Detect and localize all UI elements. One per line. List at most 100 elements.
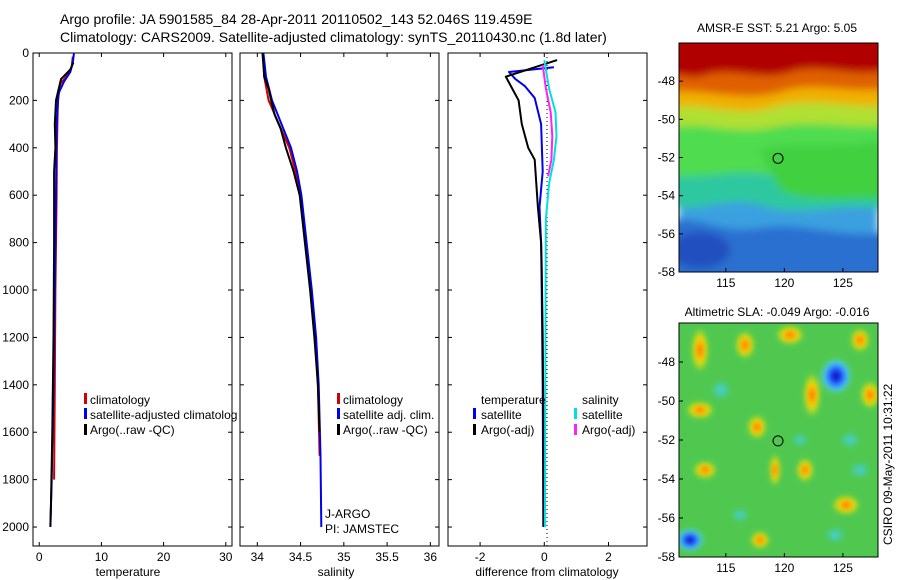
legend-swatch-argo xyxy=(337,424,340,435)
salinity-y-ticks xyxy=(240,52,439,528)
x-tick-label: 36 xyxy=(424,550,438,564)
salinity-xlabel: salinity xyxy=(318,565,355,579)
y-tick-label: 1600 xyxy=(2,425,29,439)
series-salinity-satellite xyxy=(543,59,558,528)
map-y-tick-label: -54 xyxy=(658,472,676,486)
float-position-marker xyxy=(772,152,784,164)
map-y-tick-label: -52 xyxy=(658,151,676,165)
y-tick-label: 2000 xyxy=(2,520,29,534)
x-tick-label: 35 xyxy=(337,550,351,564)
difference-lines xyxy=(504,59,558,528)
legend-swatch-sal-argo xyxy=(574,424,577,435)
temperature-lines xyxy=(49,52,75,528)
y-tick-label: 400 xyxy=(9,141,29,155)
x-tick-label: 2 xyxy=(605,550,612,564)
legend-swatch-argo xyxy=(84,424,87,435)
salinity-legend: climatology satellite adj. clim. Argo(..… xyxy=(337,393,434,437)
legend-heading: salinity xyxy=(582,393,619,407)
y-tick-label: 0 xyxy=(22,46,29,60)
x-tick-label: 0 xyxy=(541,550,548,564)
y-tick-label: 600 xyxy=(9,188,29,202)
y-tick-label: 1200 xyxy=(2,330,29,344)
map-y-tick-label: -50 xyxy=(658,112,676,126)
legend-swatch-satellite xyxy=(84,408,87,419)
legend-label: Argo(..raw -QC) xyxy=(90,423,175,437)
legend-label: Argo(..raw -QC) xyxy=(343,423,428,437)
legend-label: satellite xyxy=(481,408,522,422)
legend-label: climatology xyxy=(343,393,403,407)
map-x-tick-label: 125 xyxy=(833,276,853,290)
legend-label: satellite-adjusted climatolog xyxy=(90,408,237,422)
legend-swatch-argo xyxy=(473,424,476,435)
map-y-tick-label: -54 xyxy=(658,189,676,203)
difference-x-axis: -2 0 2 xyxy=(475,53,612,564)
x-tick-label: 34.5 xyxy=(289,550,313,564)
legend-label: satellite xyxy=(582,408,623,422)
figure-title-line2: Climatology: CARS2009. Satellite-adjuste… xyxy=(60,29,607,45)
legend-label: satellite adj. clim. xyxy=(343,408,434,422)
map-y-tick-label: -56 xyxy=(658,227,676,241)
y-tick-label: 1400 xyxy=(2,378,29,392)
y-tick-label: 200 xyxy=(9,93,29,107)
temperature-x-axis: 0 10 20 30 xyxy=(36,53,233,564)
series-satellite xyxy=(262,52,323,528)
temperature-axes-frame xyxy=(32,52,233,547)
x-tick-label: 30 xyxy=(219,550,233,564)
legend-label: climatology xyxy=(90,393,150,407)
legend-swatch-climatology xyxy=(337,393,340,404)
series-salinity-argo xyxy=(541,64,554,177)
legend-swatch-sal-satellite xyxy=(574,408,577,419)
y-tick-label: 1800 xyxy=(2,473,29,487)
map-x-tick-label: 120 xyxy=(774,561,794,575)
y-tick-label: 1000 xyxy=(2,283,29,297)
salinity-x-axis: 34 34.5 35 35.5 36 xyxy=(251,53,438,564)
credit-stamp: CSIRO 09-May-2011 10:31:22 xyxy=(881,383,895,545)
sla-map-panel: Altimetric SLA: -0.049 Argo: -0.016 xyxy=(658,305,879,575)
difference-panel: -2 0 2 difference from climatology tempera… xyxy=(447,52,648,579)
x-tick-label: 10 xyxy=(95,550,109,564)
map-x-tick-label: 115 xyxy=(716,561,735,575)
difference-y-ticks xyxy=(448,52,647,528)
series-argo xyxy=(49,62,75,528)
temperature-legend: climatology satellite-adjusted climatolo… xyxy=(84,393,237,437)
map-y-tick-label: -50 xyxy=(658,394,676,408)
map-y-tick-label: -52 xyxy=(658,433,676,447)
figure-title-line1: Argo profile: JA 5901585_84 28-Apr-2011 … xyxy=(60,11,533,27)
depth-axis: 0 200 400 600 800 1000 1200 1400 1600 1800 2000 xyxy=(2,46,232,534)
x-tick-label: 20 xyxy=(157,550,171,564)
difference-legend: temperature satellite Argo(-adj) salinit… xyxy=(473,393,635,437)
series-argo xyxy=(261,52,321,433)
legend-label: Argo(-adj) xyxy=(481,423,534,437)
legend-swatch-satellite xyxy=(337,408,340,419)
x-tick-label: -2 xyxy=(475,550,486,564)
legend-swatch-satellite xyxy=(473,408,476,419)
float-position-marker xyxy=(772,435,784,447)
salinity-axes-frame xyxy=(239,52,440,547)
x-tick-label: 35.5 xyxy=(375,550,399,564)
sst-map-panel: AMSR-E SST: 5.21 Argo: 5.05 115 120 125 -48… xyxy=(658,21,879,290)
map-y-tick-label: -56 xyxy=(658,511,676,525)
salinity-lines xyxy=(261,52,323,528)
map-y-tick-label: -58 xyxy=(658,550,676,564)
program-annotation: J-ARGO xyxy=(325,507,370,521)
temperature-xlabel: temperature xyxy=(96,565,161,579)
temperature-panel: 0 200 400 600 800 1000 1200 1400 1600 1800 2000 0 1… xyxy=(2,46,237,579)
sla-map-ticks: 115 120 125 -48 -50 -52 -54 -56 -58 xyxy=(658,355,854,575)
series-climatology xyxy=(262,52,321,456)
difference-axes-frame xyxy=(447,52,648,547)
map-y-tick-label: -58 xyxy=(658,265,676,279)
series-temperature-argo xyxy=(504,59,558,528)
legend-swatch-climatology xyxy=(84,393,87,404)
sst-map-title: AMSR-E SST: 5.21 Argo: 5.05 xyxy=(697,21,857,35)
map-x-tick-label: 120 xyxy=(774,276,794,290)
sst-field xyxy=(679,43,878,272)
pi-annotation: PI: JAMSTEC xyxy=(325,522,399,536)
map-x-tick-label: 115 xyxy=(716,276,735,290)
map-x-tick-label: 125 xyxy=(833,561,853,575)
x-tick-label: 0 xyxy=(36,550,43,564)
legend-heading: temperature xyxy=(481,393,546,407)
x-tick-label: 34 xyxy=(251,550,265,564)
map-y-tick-label: -48 xyxy=(658,355,676,369)
sst-map-ticks: 115 120 125 -48 -50 -52 -54 -56 -58 xyxy=(658,74,854,290)
